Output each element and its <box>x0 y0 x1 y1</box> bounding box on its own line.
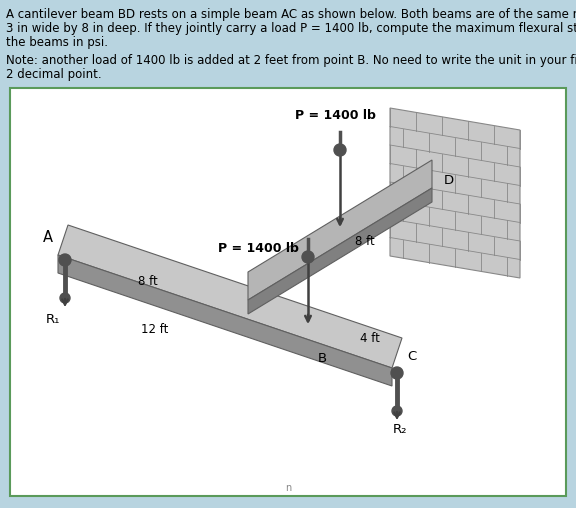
Text: R₂: R₂ <box>393 423 407 436</box>
Circle shape <box>334 144 346 156</box>
Text: P = 1400 lb: P = 1400 lb <box>218 242 298 255</box>
Text: the beams in psi.: the beams in psi. <box>6 36 108 49</box>
Text: Note: another load of 1400 lb is added at 2 feet from point B. No need to write : Note: another load of 1400 lb is added a… <box>6 54 576 67</box>
Polygon shape <box>248 188 432 314</box>
Text: 12 ft: 12 ft <box>141 323 169 336</box>
Text: n: n <box>285 483 291 493</box>
Circle shape <box>392 406 402 416</box>
Text: C: C <box>407 350 416 363</box>
Circle shape <box>59 254 71 266</box>
Text: 4 ft: 4 ft <box>360 332 380 344</box>
Circle shape <box>391 367 403 379</box>
Text: 3 in wide by 8 in deep. If they jointly carry a load P = 1400 lb, compute the ma: 3 in wide by 8 in deep. If they jointly … <box>6 22 576 35</box>
Text: 2 decimal point.: 2 decimal point. <box>6 68 101 81</box>
Circle shape <box>60 293 70 303</box>
FancyBboxPatch shape <box>10 88 566 496</box>
Text: R₁: R₁ <box>46 313 60 326</box>
Polygon shape <box>58 225 402 368</box>
Circle shape <box>302 251 314 263</box>
Text: A cantilever beam BD rests on a simple beam AC as shown below. Both beams are of: A cantilever beam BD rests on a simple b… <box>6 8 576 21</box>
Polygon shape <box>58 255 392 386</box>
Text: 8 ft: 8 ft <box>355 235 375 248</box>
Text: P = 1400 lb: P = 1400 lb <box>294 109 376 122</box>
Text: B: B <box>318 352 327 365</box>
Polygon shape <box>248 160 432 300</box>
Text: D: D <box>444 174 454 186</box>
Text: A: A <box>43 230 53 244</box>
Polygon shape <box>390 108 520 278</box>
Text: 8 ft: 8 ft <box>138 275 158 288</box>
